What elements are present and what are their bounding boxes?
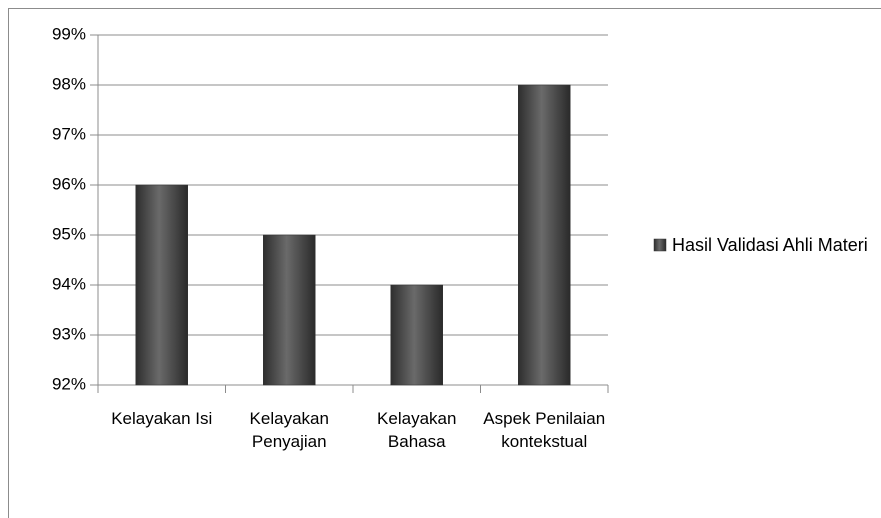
bar [135,184,188,386]
y-tick-label: 96% [52,174,86,193]
legend-swatch [653,238,667,252]
y-tick-label: 95% [52,224,86,243]
y-tick-label: 94% [52,274,86,293]
y-tick-label: 93% [52,324,86,343]
y-tick-label: 97% [52,124,86,143]
y-tick-label: 99% [52,24,86,43]
x-tick-label: Kelayakan Isi [111,409,213,428]
x-tick-label: Kelayakan Bahasa [377,409,457,451]
legend-label: Hasil Validasi Ahli Materi [672,235,868,255]
y-tick-label: 98% [52,74,86,93]
bar [390,284,443,386]
y-tick-label: 92% [52,374,86,393]
x-tick-label: Aspek Penilaian kontekstual [483,409,606,451]
x-tick-label: Kelayakan Penyajian [249,409,329,451]
chart-frame [8,8,881,518]
bar [518,84,571,386]
bar [263,234,316,386]
